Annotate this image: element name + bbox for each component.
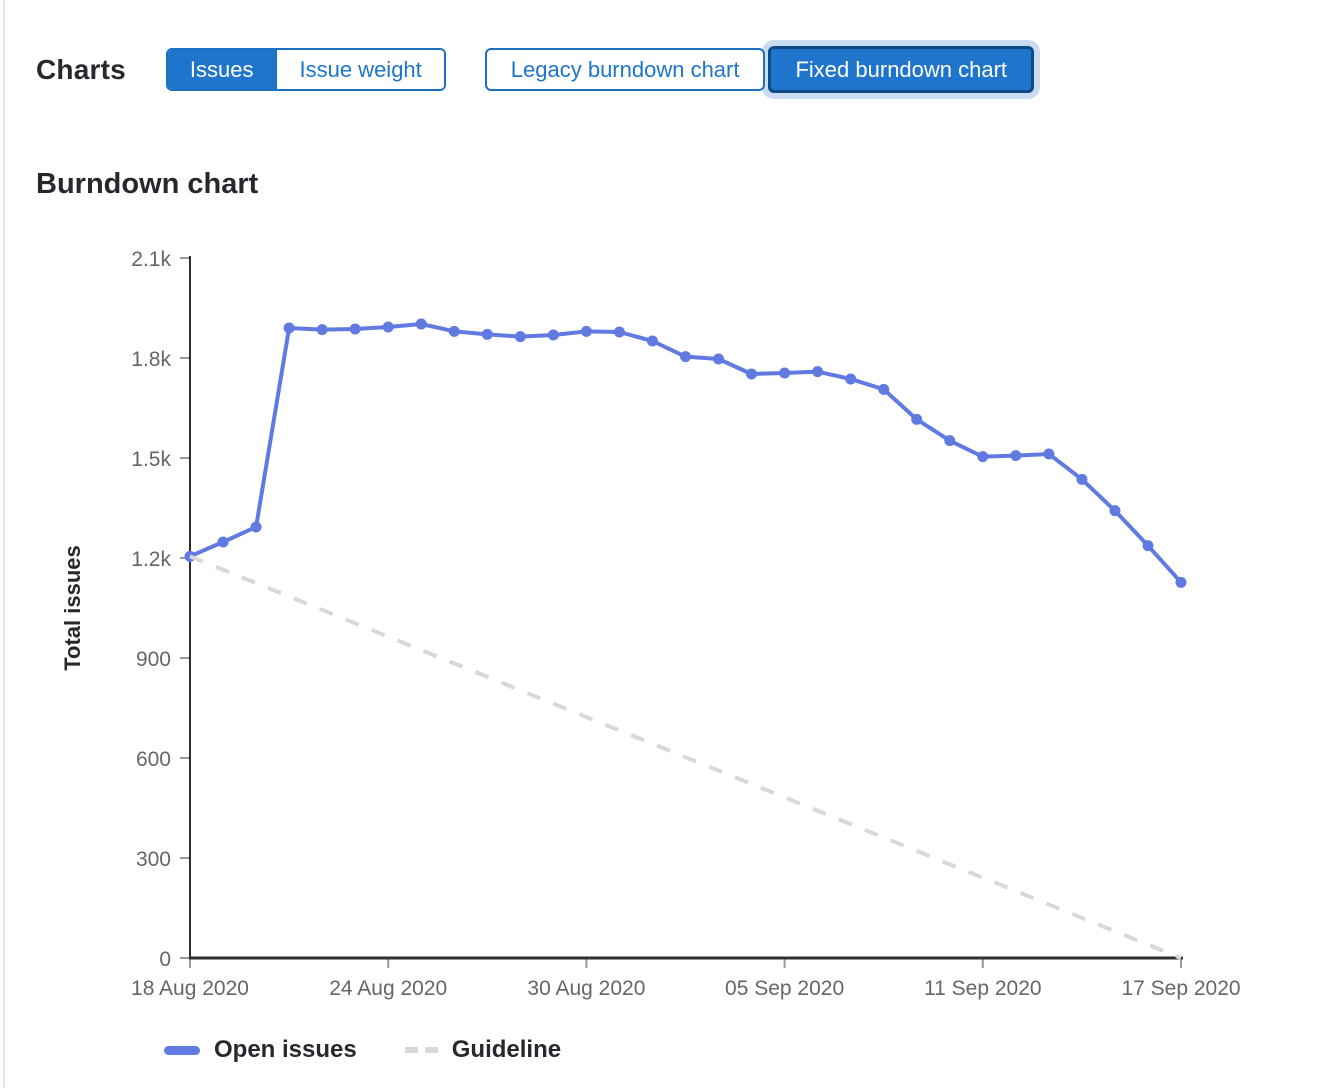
issue-weight-toggle-button[interactable]: Issue weight [275, 50, 444, 89]
svg-text:1.2k: 1.2k [131, 548, 171, 571]
burndown-chart-toggle-group: Legacy burndown chart Fixed burndown cha… [484, 46, 1035, 93]
svg-text:900: 900 [136, 648, 171, 671]
page-left-border [3, 0, 5, 1088]
fixed-burndown-chart-button[interactable]: Fixed burndown chart [768, 46, 1035, 93]
svg-text:18 Aug 2020: 18 Aug 2020 [131, 977, 249, 1000]
svg-text:600: 600 [136, 748, 171, 771]
svg-text:30 Aug 2020: 30 Aug 2020 [527, 977, 645, 1000]
svg-text:1.8k: 1.8k [131, 348, 171, 371]
legend-item-guideline[interactable]: Guideline [404, 1036, 562, 1064]
open-issues-line-swatch-icon [164, 1045, 200, 1055]
svg-text:05 Sep 2020: 05 Sep 2020 [725, 977, 844, 1000]
svg-text:24 Aug 2020: 24 Aug 2020 [329, 977, 447, 1000]
issues-toggle-button[interactable]: Issues [167, 50, 276, 89]
burndown-chart-title: Burndown chart [36, 168, 259, 200]
guideline-dashed-swatch-icon [404, 1047, 438, 1053]
svg-text:0: 0 [159, 948, 171, 971]
chart-legend: Open issues Guideline [164, 1036, 561, 1064]
svg-text:300: 300 [136, 848, 171, 871]
legend-label-open-issues: Open issues [214, 1036, 357, 1063]
svg-text:17 Sep 2020: 17 Sep 2020 [1121, 977, 1240, 1000]
charts-label: Charts [36, 53, 126, 85]
svg-text:11 Sep 2020: 11 Sep 2020 [924, 977, 1042, 1000]
legend-item-open-issues[interactable]: Open issues [164, 1036, 357, 1064]
issues-weight-toggle-group: Issues Issue weight [165, 48, 446, 91]
svg-text:1.5k: 1.5k [131, 448, 171, 471]
svg-text:2.1k: 2.1k [131, 248, 171, 271]
legacy-burndown-chart-button[interactable]: Legacy burndown chart [484, 48, 766, 91]
svg-text:Total issues: Total issues [60, 545, 85, 671]
legend-label-guideline: Guideline [451, 1036, 562, 1063]
burndown-chart-canvas: 0 300 600 900 1.2k 1.5k 1.8k 2.1k 18 Aug 2020 24 … [60, 248, 1241, 1000]
charts-header: Charts Issues Issue weight Legacy burndo… [36, 46, 1035, 93]
